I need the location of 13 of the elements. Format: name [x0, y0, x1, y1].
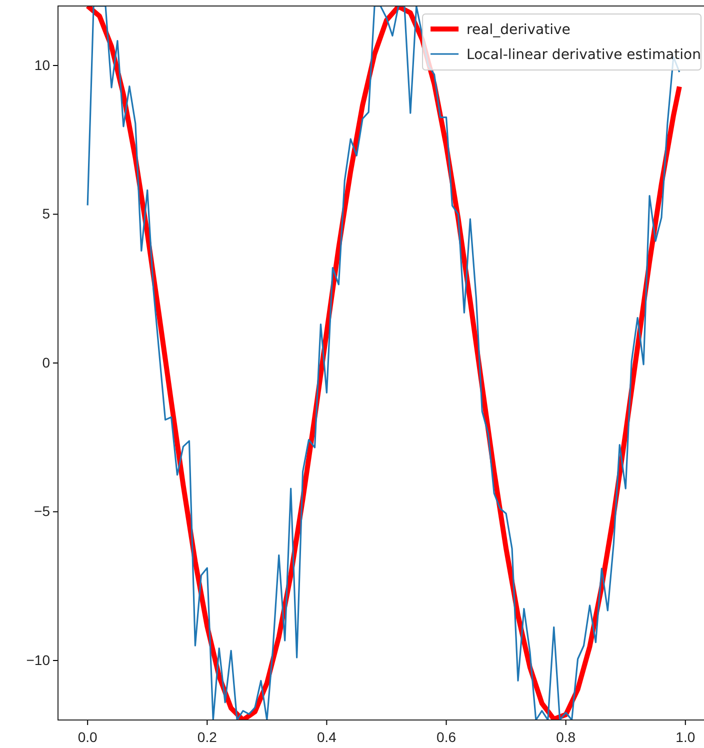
- x-tick-label: 0.4: [316, 729, 337, 745]
- legend-label: Local-linear derivative estimation: [466, 47, 701, 63]
- y-tick-label: 10: [34, 56, 50, 73]
- x-tick-label: 0.8: [556, 729, 576, 745]
- y-tick-label: 0: [42, 354, 50, 370]
- x-tick-label: 0.0: [78, 729, 98, 745]
- x-tick-label: 0.6: [436, 729, 456, 745]
- legend-label: real_derivative: [466, 22, 570, 38]
- y-tick-label: 5: [42, 206, 50, 222]
- x-tick-label: 1.0: [676, 729, 696, 745]
- x-tick-label: 0.2: [197, 729, 218, 745]
- y-tick-label: −10: [26, 652, 50, 668]
- y-tick-label: −5: [34, 503, 50, 520]
